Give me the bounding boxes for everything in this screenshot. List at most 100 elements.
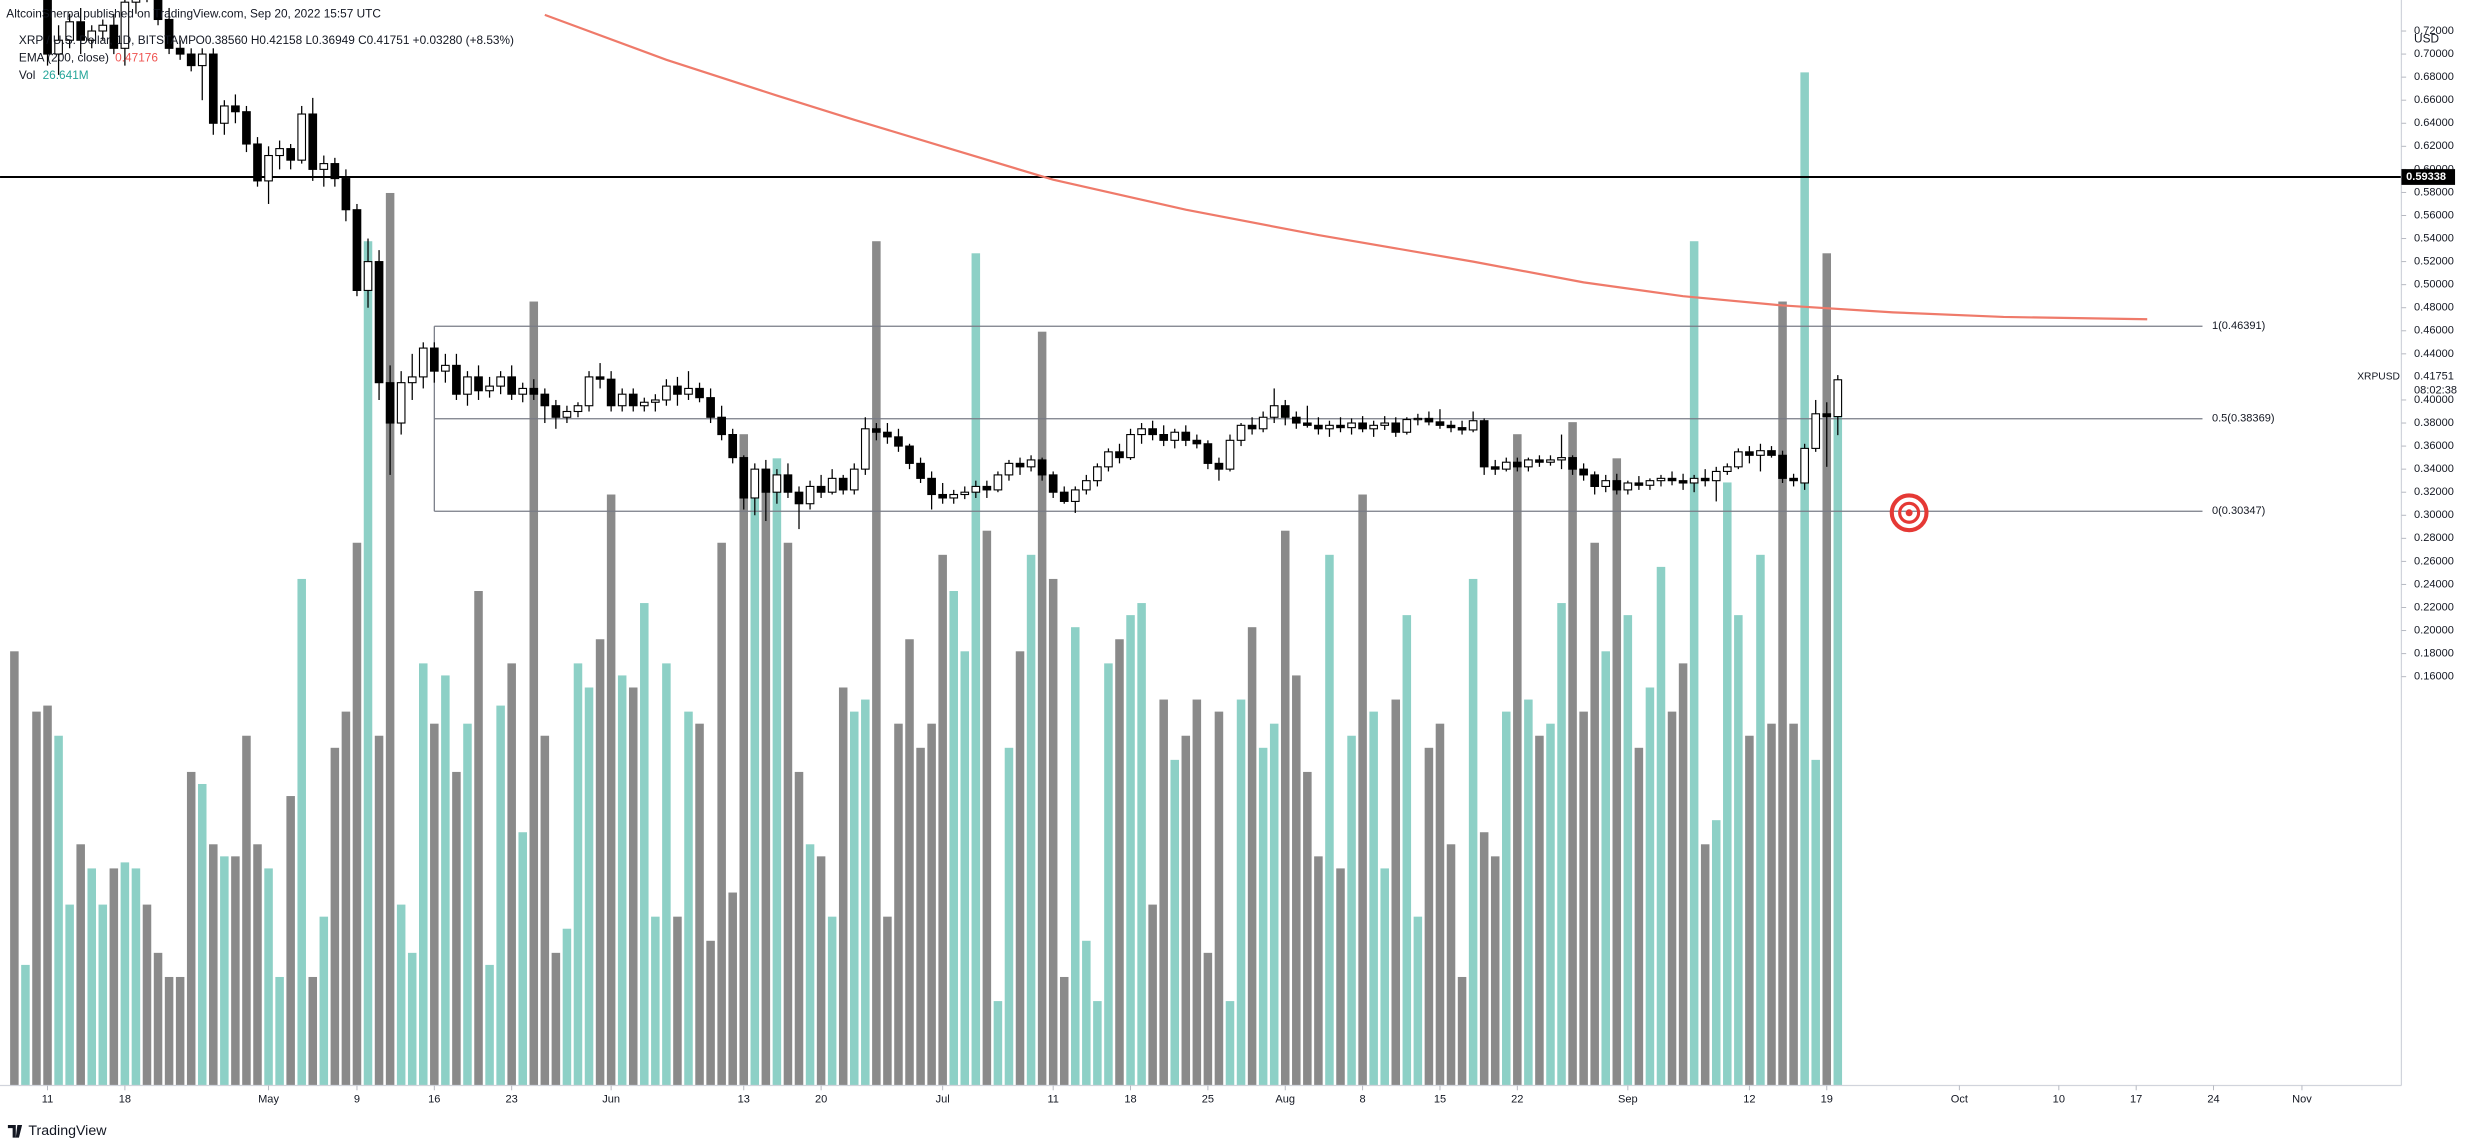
candle-body xyxy=(1833,379,1843,418)
candle-body xyxy=(651,399,660,403)
volume-bar xyxy=(728,892,737,1086)
candle-body xyxy=(750,468,760,499)
candle-body xyxy=(1291,416,1301,424)
volume-bar xyxy=(1048,578,1058,1086)
candle-body xyxy=(418,347,428,378)
candle-body xyxy=(1678,480,1688,484)
x-tick-label: 17 xyxy=(2130,1094,2142,1106)
volume-bar xyxy=(308,976,318,1086)
candle-body xyxy=(98,24,108,32)
volume-bar xyxy=(1435,723,1445,1086)
candle-body xyxy=(573,405,583,413)
y-tick-label: 0.34000 xyxy=(2414,463,2454,475)
footer-icon xyxy=(7,1124,23,1138)
volume-bar xyxy=(1734,615,1743,1086)
volume-bar xyxy=(507,663,516,1086)
candle-body xyxy=(363,261,373,291)
volume-bar xyxy=(485,964,494,1086)
volume-bar xyxy=(927,723,936,1086)
candle-body xyxy=(109,24,119,49)
candle-body xyxy=(595,376,605,380)
hline-price-box xyxy=(2401,169,2456,185)
volume-bar xyxy=(1468,578,1478,1086)
x-tick-label: Oct xyxy=(1951,1094,1968,1106)
candle-body xyxy=(1093,466,1102,482)
candle-body xyxy=(1015,462,1025,468)
legend-ohlc: O0.38560 H0.42158 L0.36949 C0.41751 +0.0… xyxy=(196,33,514,47)
volume-bar xyxy=(1811,759,1820,1086)
candle-body xyxy=(1148,428,1157,436)
candle-body xyxy=(43,0,52,55)
candle-body xyxy=(971,485,981,493)
volume-bar xyxy=(396,904,406,1086)
x-tick-label: 12 xyxy=(1743,1094,1755,1106)
volume-bar xyxy=(10,651,19,1086)
x-tick-label: Jun xyxy=(602,1094,620,1106)
volume-bar xyxy=(1789,723,1798,1086)
candle-body xyxy=(982,485,992,491)
y-tick-label: 0.46000 xyxy=(2414,325,2454,337)
legend-ema-value: 0.47176 xyxy=(115,51,158,65)
volume-bar xyxy=(242,735,251,1086)
fib-label: 0.5(0.38369) xyxy=(2212,413,2275,425)
candle-body xyxy=(1590,474,1600,487)
volume-bar xyxy=(816,856,826,1086)
candle-body xyxy=(617,393,627,407)
candle-body xyxy=(1424,417,1434,423)
legend-symbol: XRP / U.S. Dollar, 1D, BITSTAMP xyxy=(19,33,196,47)
candle-body xyxy=(385,382,395,424)
candle-body xyxy=(1656,477,1666,482)
candle-body xyxy=(1700,477,1710,482)
y-tick-label: 0.30000 xyxy=(2414,509,2454,521)
y-tick-label: 0.16000 xyxy=(2414,671,2454,683)
y-tick-label: 0.68000 xyxy=(2414,71,2454,83)
volume-bar xyxy=(220,856,229,1086)
candle-body xyxy=(164,18,174,49)
candle-body xyxy=(341,178,351,211)
candle-body xyxy=(1115,451,1124,459)
candle-body xyxy=(1623,482,1633,491)
volume-bar xyxy=(1601,651,1610,1086)
legend-ema-name: EMA (200, close) xyxy=(19,51,109,65)
volume-bar xyxy=(1280,530,1290,1086)
volume-bar xyxy=(883,916,892,1086)
volume-bar xyxy=(628,687,638,1086)
candle-body xyxy=(1258,416,1268,430)
volume-bar xyxy=(1402,615,1412,1086)
fib-label: 1(0.46391) xyxy=(2212,320,2265,332)
candle-body xyxy=(76,21,86,41)
candle-body xyxy=(1756,450,1765,456)
candle-body xyxy=(1479,420,1489,468)
candle-body xyxy=(1280,405,1290,418)
candle-body xyxy=(872,428,881,433)
volume-bar xyxy=(1800,72,1809,1086)
volume-bar xyxy=(1203,952,1213,1086)
candle-body xyxy=(1303,422,1312,426)
volume-bar xyxy=(651,916,660,1086)
x-tick-label: 25 xyxy=(1202,1094,1214,1106)
volume-bar xyxy=(286,796,295,1086)
candle-body xyxy=(772,474,782,493)
candle-body xyxy=(960,491,970,496)
volume-bar xyxy=(153,952,163,1086)
x-tick-label: Sep xyxy=(1618,1094,1638,1106)
candle-body xyxy=(1159,434,1169,441)
volume-bar xyxy=(385,192,395,1086)
candle-body xyxy=(429,347,439,372)
y-tick-label: 0.32000 xyxy=(2414,486,2454,498)
volume-bar xyxy=(1745,735,1754,1086)
y-tick-label: 0.56000 xyxy=(2414,209,2454,221)
volume-bar xyxy=(1634,747,1644,1086)
volume-bar xyxy=(76,844,85,1086)
candle-body xyxy=(1236,424,1246,441)
volume-bar xyxy=(518,832,527,1086)
volume-bar xyxy=(717,542,726,1086)
candle-body xyxy=(463,376,472,395)
volume-bar xyxy=(1711,820,1721,1086)
volume-bar xyxy=(1490,856,1500,1086)
volume-bar xyxy=(949,591,958,1086)
volume-bar xyxy=(1446,844,1456,1086)
volume-bar xyxy=(1059,976,1069,1086)
candle-body xyxy=(1192,439,1202,445)
x-tick-label: 11 xyxy=(1047,1094,1058,1106)
